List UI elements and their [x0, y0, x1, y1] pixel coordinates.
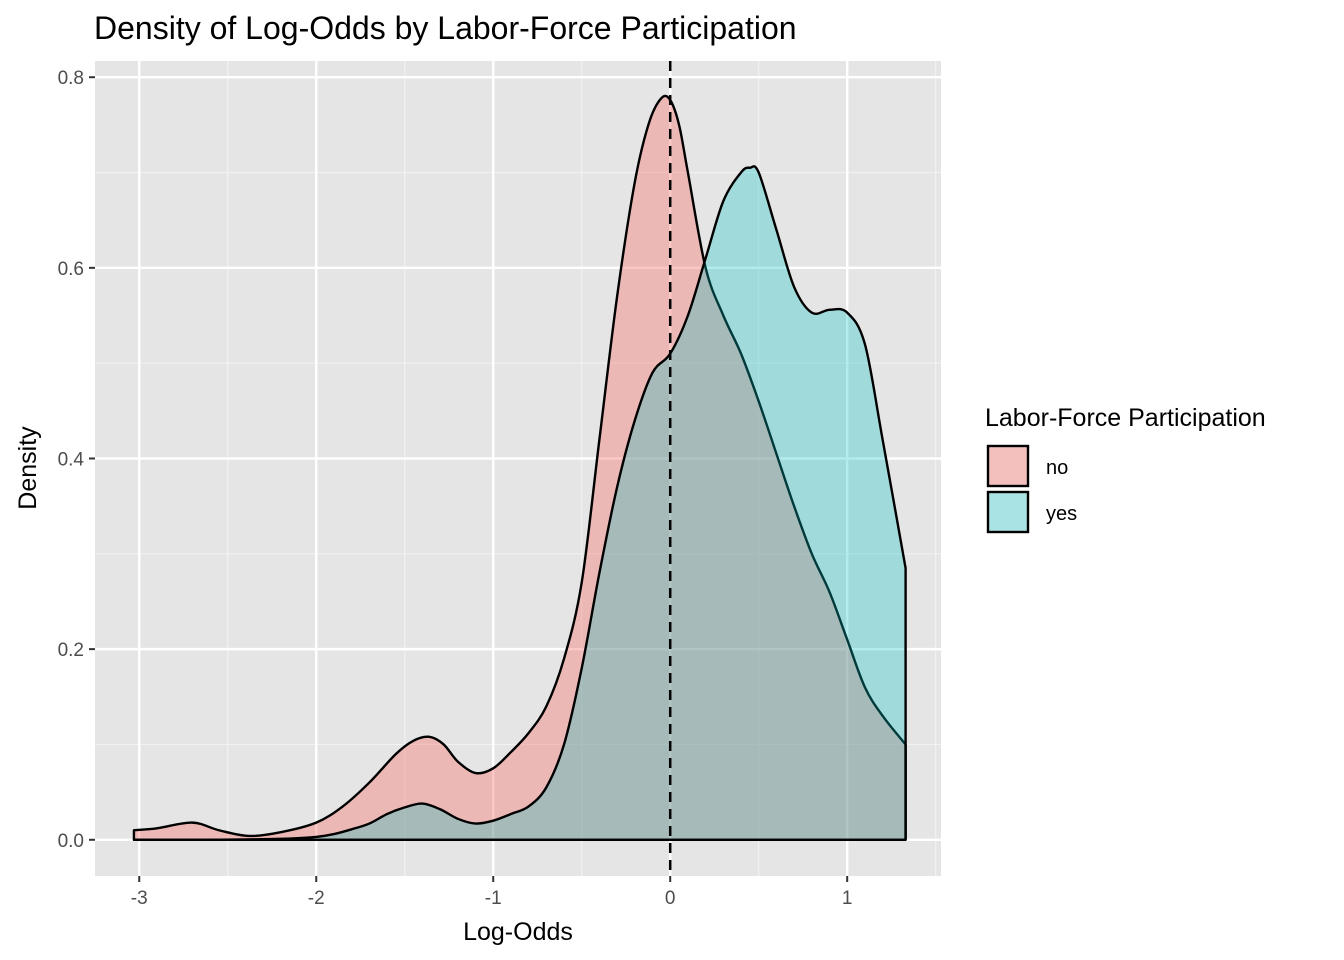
y-axis-title: Density [14, 426, 42, 510]
legend-title: Labor-Force Participation [985, 404, 1266, 432]
legend-key-bg [987, 445, 1029, 487]
legend-label-yes: yes [1046, 503, 1077, 525]
y-tick-label: 0.0 [58, 831, 84, 852]
legend-key-bg [987, 491, 1029, 533]
x-tick-label: -1 [485, 888, 502, 909]
x-tick-label: -2 [308, 888, 325, 909]
y-tick-label: 0.2 [58, 640, 84, 661]
legend-swatch-no [986, 444, 1030, 488]
x-axis-title: Log-Odds [463, 918, 573, 946]
x-tick-label: 0 [665, 888, 676, 909]
y-axis: 0.0 0.2 0.4 0.6 0.8 [58, 68, 95, 852]
x-axis: -3 -2 -1 0 1 [131, 876, 853, 909]
legend-label-no: no [1046, 457, 1068, 479]
y-tick-label: 0.6 [58, 259, 84, 280]
density-areas [132, 94, 907, 842]
y-tick-label: 0.8 [58, 68, 84, 89]
legend-swatch-yes [986, 490, 1030, 534]
legend: Labor-Force Participation no yes [985, 404, 1266, 534]
density-area-no [132, 94, 907, 841]
x-tick-label: -3 [131, 888, 148, 909]
plot-panel [95, 61, 941, 876]
x-tick-label: 1 [842, 888, 853, 909]
y-tick-label: 0.4 [58, 449, 85, 470]
density-area-yes [132, 165, 907, 842]
chart-title: Density of Log-Odds by Labor-Force Parti… [94, 10, 797, 46]
